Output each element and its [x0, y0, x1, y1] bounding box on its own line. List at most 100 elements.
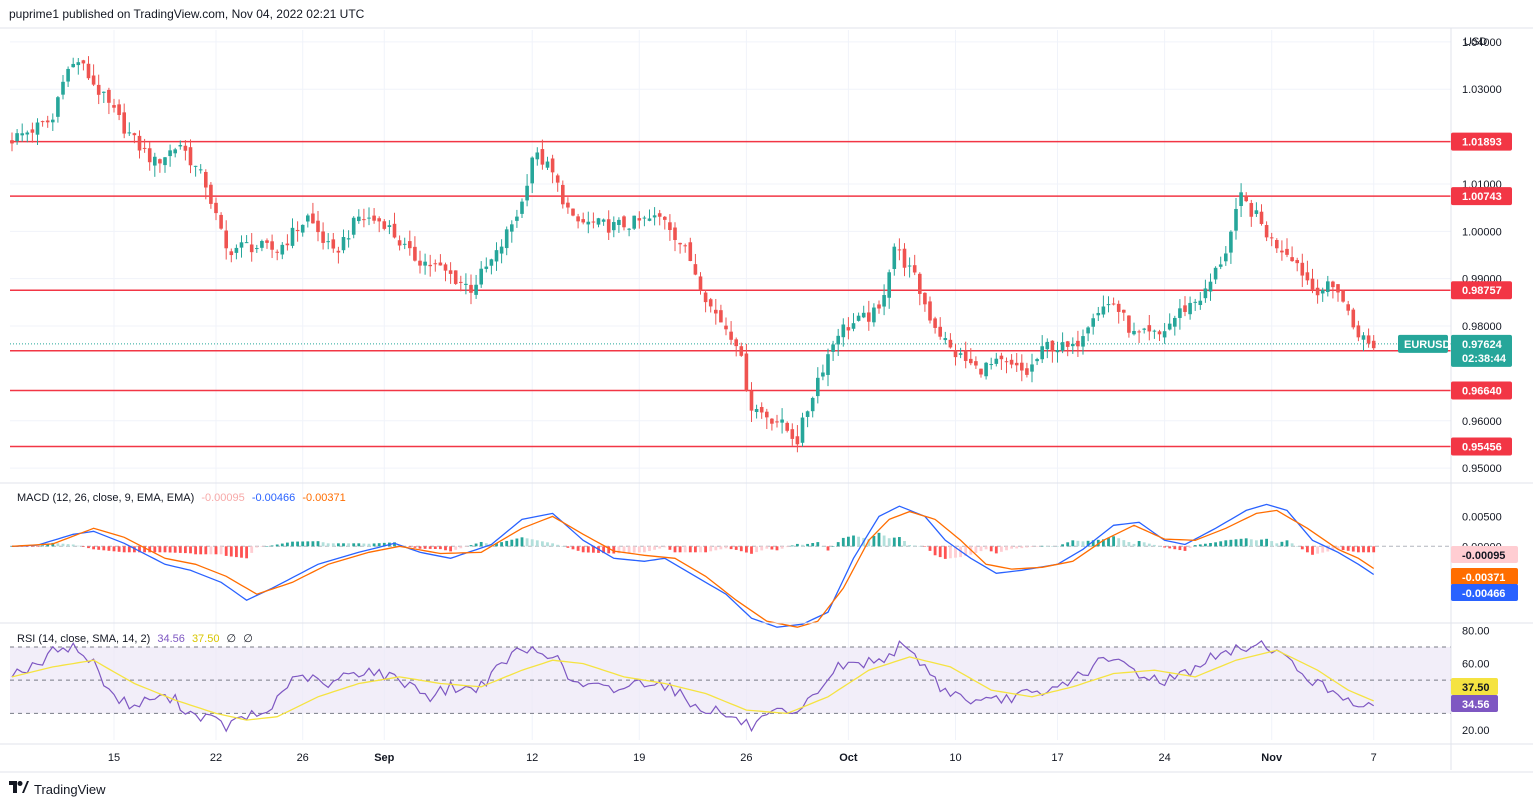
macd-histogram-bar: [1198, 544, 1202, 547]
candle-body: [158, 159, 162, 164]
candle-body: [861, 312, 866, 318]
macd-histogram-bar: [607, 546, 611, 554]
candle-body: [943, 338, 948, 341]
macd-histogram-bar: [286, 542, 289, 547]
macd-histogram-bar: [173, 546, 177, 553]
macd-histogram-bar: [423, 546, 427, 549]
rsi-line: [11, 640, 1375, 733]
x-axis-tick-label: 22: [210, 752, 222, 764]
candle-body: [1269, 237, 1274, 239]
candle-body: [1356, 325, 1361, 338]
footer-brand: TradingView: [34, 781, 106, 797]
macd-histogram-bar: [1081, 541, 1085, 547]
macd-histogram-bar: [836, 542, 840, 547]
macd-histogram-bar: [1173, 546, 1177, 550]
macd-histogram-bar: [872, 535, 876, 547]
macd-histogram-bar: [301, 541, 305, 547]
candle-body: [306, 215, 310, 222]
candle-body: [1188, 302, 1192, 315]
candle-body: [617, 219, 621, 225]
candle-body: [800, 417, 805, 443]
candle-body: [132, 133, 137, 136]
macd-histogram-bar: [168, 546, 172, 553]
macd-histogram-bar: [688, 546, 692, 553]
candle-body: [362, 219, 366, 221]
candle-body: [122, 112, 126, 134]
price-tags-layer: 1.018931.007430.987570.974790.966400.954…: [1398, 132, 1518, 712]
rsi-axis-tick-label: 20.00: [1462, 725, 1490, 737]
macd-histogram-bar: [158, 546, 162, 553]
candle-body: [816, 377, 820, 397]
level-price-tag: 1.01893: [1451, 132, 1512, 151]
rsi-empty-value-2: ∅: [243, 633, 253, 645]
macd-histogram-bar: [1183, 546, 1187, 551]
macd-histogram-bar: [61, 543, 65, 547]
candle-body: [341, 237, 346, 251]
macd-histogram-bar: [974, 546, 978, 553]
macd-histogram-bar: [143, 546, 146, 553]
candle-body: [351, 217, 356, 235]
candle-body: [969, 358, 973, 364]
candle-body: [198, 169, 203, 171]
footer[interactable]: TradingView: [9, 780, 106, 798]
candle-body: [219, 214, 223, 229]
macd-histogram-bar: [1107, 537, 1110, 547]
candle-body: [142, 147, 147, 149]
macd-histogram-bar: [954, 546, 957, 558]
candle-body: [392, 223, 397, 238]
candle-body: [790, 429, 795, 439]
macd-line-value: -0.00466: [251, 492, 296, 504]
candle-body: [1290, 257, 1294, 262]
macd-histogram-bar: [801, 544, 804, 547]
macd-legend[interactable]: MACD (12, 26, close, 9, EMA, EMA) -0.000…: [17, 492, 350, 504]
candle-body: [1122, 309, 1126, 313]
candle-body: [1244, 195, 1248, 202]
candle-body: [1295, 260, 1299, 264]
candle-body: [1208, 281, 1213, 292]
macd-histogram-bar: [505, 540, 509, 547]
macd-histogram-bar: [1224, 540, 1228, 547]
macd-histogram-bar: [663, 546, 667, 548]
x-axis-tick-label: 26: [740, 752, 752, 764]
macd-histogram-bar: [602, 546, 605, 554]
macd-histogram-bar: [337, 543, 340, 547]
candle-body: [907, 265, 912, 267]
macd-histogram-bar: [184, 546, 187, 554]
candle-body: [1167, 323, 1172, 330]
candle-body: [96, 84, 101, 95]
macd-histogram-bar: [1188, 546, 1192, 549]
candle-body: [872, 307, 876, 323]
candle-body: [484, 266, 489, 269]
macd-histogram-bar: [1331, 546, 1335, 551]
macd-axis-tick-label: 0.00500: [1462, 511, 1502, 523]
candle-body: [719, 310, 723, 323]
macd-histogram-bar: [439, 546, 442, 550]
macd-value-label: -0.00466: [1462, 588, 1505, 600]
macd-histogram-bar: [102, 546, 106, 551]
candle-body: [795, 436, 800, 445]
candle-body: [443, 264, 448, 271]
macd-histogram-bar: [326, 543, 330, 547]
macd-histogram-bar: [56, 543, 60, 547]
candle-body: [668, 222, 672, 231]
candle-body: [586, 221, 591, 225]
candle-body: [591, 221, 596, 223]
macd-histogram-bar: [913, 545, 917, 547]
macd-histogram-bar: [296, 541, 299, 547]
candle-body: [10, 140, 14, 144]
candle-body: [994, 358, 999, 364]
candle-body: [1132, 330, 1136, 335]
symbol-tag-label: EURUSD: [1404, 339, 1451, 351]
candle-body: [494, 250, 499, 262]
candle-body: [1259, 211, 1264, 224]
candle-body: [535, 152, 540, 160]
macd-histogram-bar: [1209, 543, 1212, 547]
macd-histogram-bar: [495, 543, 498, 547]
macd-histogram-bar: [1229, 539, 1233, 547]
candle-body: [657, 213, 662, 217]
macd-histogram-bar: [82, 546, 85, 547]
x-axis-tick-label: 12: [526, 752, 538, 764]
rsi-legend[interactable]: RSI (14, close, SMA, 14, 2) 34.56 37.50 …: [17, 632, 257, 645]
macd-histogram-bar: [1275, 543, 1279, 547]
